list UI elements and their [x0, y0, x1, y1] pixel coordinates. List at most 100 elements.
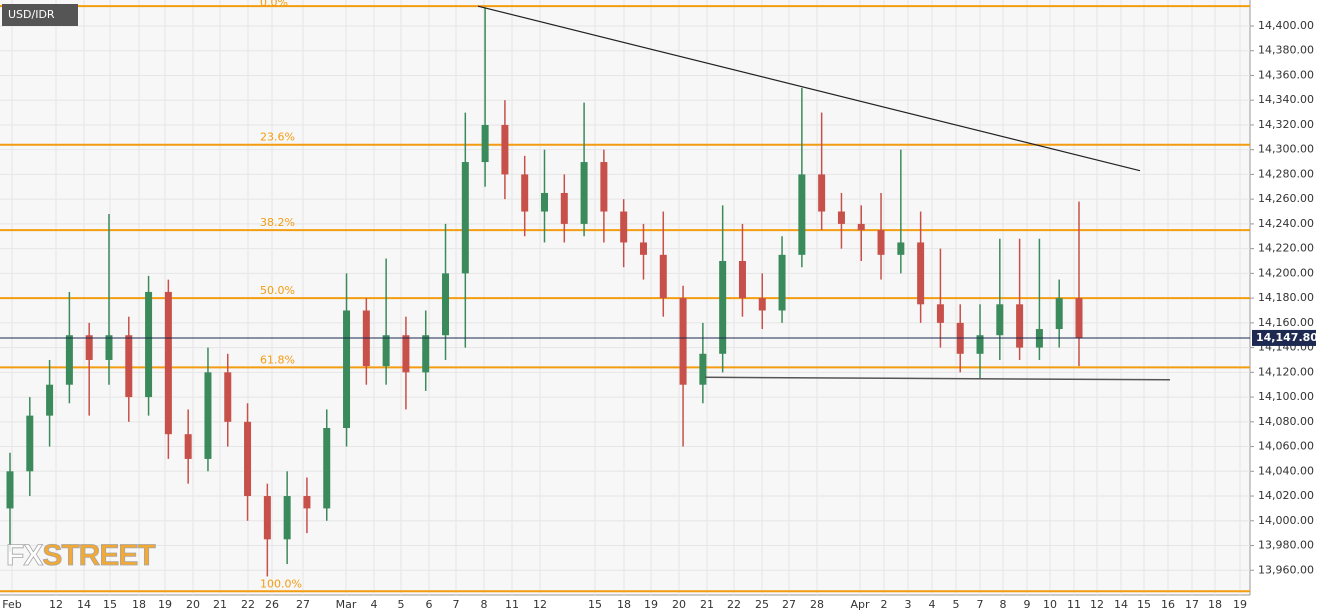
fib-level-label: 23.6% [260, 131, 295, 144]
x-tick-label: 5 [953, 598, 960, 611]
x-tick-label: 14 [77, 598, 91, 611]
candle-body [1016, 304, 1024, 348]
candle-body [620, 211, 628, 243]
y-tick-label: 14,120.00 [1258, 365, 1314, 378]
y-tick-label: 14,060.00 [1258, 440, 1314, 453]
current-price-label: 14,147.80 [1256, 331, 1318, 344]
x-tick-label: 20 [186, 598, 200, 611]
x-tick-label: 22 [727, 598, 741, 611]
candle-body [422, 335, 430, 373]
x-tick-label: 16 [1161, 598, 1175, 611]
y-tick-label: 14,300.00 [1258, 143, 1314, 156]
x-tick-label: 7 [453, 598, 460, 611]
x-tick-label: 27 [296, 598, 310, 611]
candle-body [818, 174, 826, 212]
candle-body [164, 291, 172, 435]
candle-body [679, 298, 687, 385]
x-tick-label: 8 [1000, 598, 1007, 611]
x-tick-label: 26 [265, 598, 279, 611]
chart-title: USD/IDR [8, 8, 55, 21]
y-tick-label: 14,260.00 [1258, 192, 1314, 205]
x-tick-label: 21 [213, 598, 227, 611]
x-tick-label: 12 [1090, 598, 1104, 611]
candle-body [263, 496, 271, 540]
fib-level-label: 100.0% [260, 577, 302, 590]
candle-body [382, 335, 390, 367]
candle-body [46, 384, 54, 416]
x-tick-label: 17 [1185, 598, 1199, 611]
y-tick-label: 14,340.00 [1258, 93, 1314, 106]
candle-body [224, 372, 232, 422]
watermark: FXSTREET [6, 539, 155, 572]
candle-body [184, 434, 192, 459]
y-tick-label: 14,040.00 [1258, 464, 1314, 477]
y-tick-label: 14,080.00 [1258, 415, 1314, 428]
y-tick-label: 14,320.00 [1258, 118, 1314, 131]
current-price-box [1252, 329, 1316, 346]
x-tick-label: 27 [782, 598, 796, 611]
candle-body [758, 298, 766, 311]
candle-body [303, 496, 311, 509]
y-tick-label: 14,200.00 [1258, 266, 1314, 279]
candle-body [204, 372, 212, 459]
x-tick-label: 22 [241, 598, 255, 611]
y-tick-label: 13,960.00 [1258, 563, 1314, 576]
y-tick-label: 14,280.00 [1258, 167, 1314, 180]
x-tick-label: 9 [1024, 598, 1031, 611]
x-tick-label: 6 [426, 598, 433, 611]
y-tick-label: 14,220.00 [1258, 242, 1314, 255]
candle-body [481, 124, 489, 163]
x-tick-label: 11 [505, 598, 519, 611]
x-tick-label: 14 [1114, 598, 1128, 611]
x-tick-label: 20 [672, 598, 686, 611]
candle-body [105, 335, 113, 360]
x-tick-label: 18 [132, 598, 146, 611]
x-tick-label: 18 [617, 598, 631, 611]
x-tick-label: Mar [336, 598, 357, 611]
candle-body [877, 230, 885, 255]
x-tick-label: 15 [588, 598, 602, 611]
candle-body [837, 211, 845, 224]
candle-body [917, 242, 925, 305]
candle-body [244, 421, 252, 497]
y-tick-label: 14,020.00 [1258, 489, 1314, 502]
y-tick-label: 14,380.00 [1258, 44, 1314, 57]
candle-body [580, 162, 588, 224]
candle-body [85, 335, 93, 360]
x-tick-label: 28 [810, 598, 824, 611]
candle-body [343, 310, 351, 429]
x-tick-label: 4 [371, 598, 378, 611]
x-tick-label: 7 [977, 598, 984, 611]
x-tick-label: 11 [1067, 598, 1081, 611]
y-tick-label: 14,360.00 [1258, 68, 1314, 81]
x-tick-label: 3 [905, 598, 912, 611]
candle-body [402, 335, 410, 373]
x-tick-label: 21 [700, 598, 714, 611]
candle-body [501, 124, 509, 175]
x-tick-label: 5 [398, 598, 405, 611]
candle-body [521, 174, 529, 212]
fib-level-label: 38.2% [260, 216, 295, 229]
title-badge [2, 4, 78, 26]
candle-body [541, 192, 548, 212]
candle-body [936, 304, 944, 323]
x-tick-label: 12 [49, 598, 63, 611]
candle-body [1075, 298, 1083, 338]
candle-body [738, 261, 746, 299]
watermark-part: FX [6, 539, 43, 572]
x-tick-label: 19 [158, 598, 172, 611]
candle-body [560, 192, 568, 224]
fib-level-label: 0.0% [260, 0, 288, 9]
candle-body [283, 496, 291, 540]
x-tick-label: Feb [2, 598, 21, 611]
trendline [477, 5, 1141, 172]
candle-body [145, 291, 153, 398]
y-tick-label: 14,240.00 [1258, 217, 1314, 230]
candle-body [798, 174, 806, 255]
candle-body [600, 162, 608, 212]
candle-body [719, 261, 727, 354]
candle-body [699, 353, 707, 385]
x-tick-label: 2 [881, 598, 888, 611]
